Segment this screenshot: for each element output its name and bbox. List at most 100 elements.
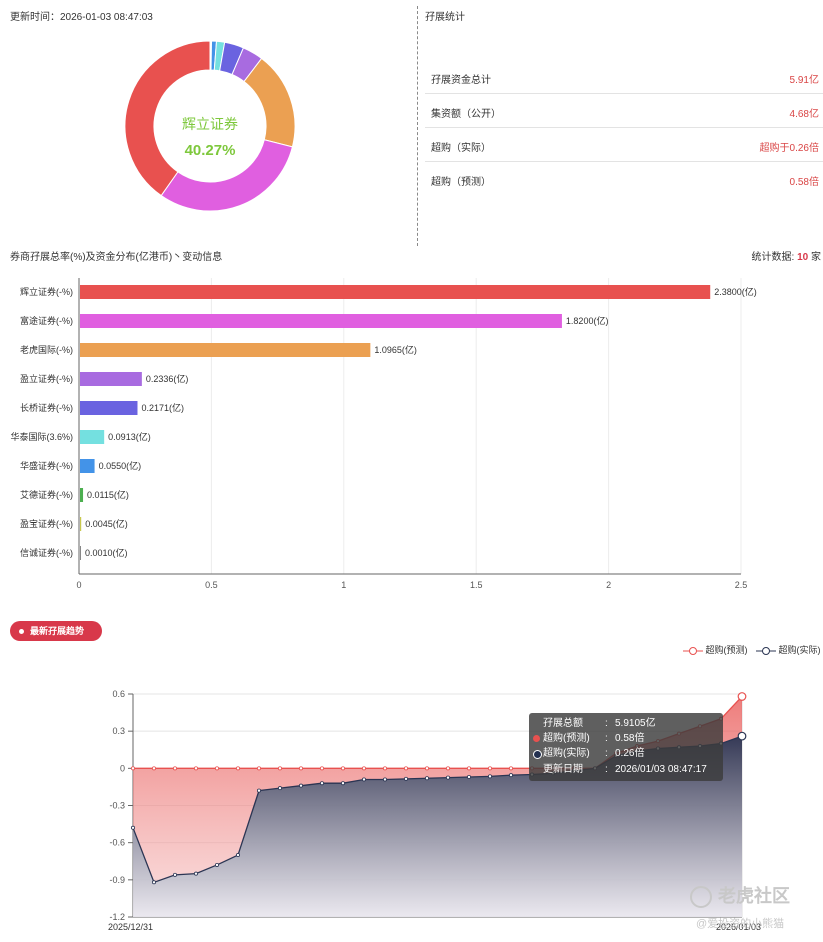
trend-point-actual[interactable] xyxy=(508,773,513,778)
trend-point-actual[interactable] xyxy=(424,776,429,781)
trend-point-actual[interactable] xyxy=(361,777,366,782)
bar-category-label: 艾德证券(-%) xyxy=(20,489,73,500)
trend-x-start: 2025/12/31 xyxy=(108,922,154,932)
trend-point-actual[interactable] xyxy=(340,781,345,786)
bar[interactable] xyxy=(80,314,562,328)
bar-count-unit: 家 xyxy=(811,252,821,263)
bar-value-label: 1.8200(亿) xyxy=(566,315,609,326)
trend-point-predicted[interactable] xyxy=(361,766,366,771)
donut-slice[interactable] xyxy=(124,40,211,197)
bar-x-tick-label: 2 xyxy=(606,580,611,590)
stat-label: 孖展资金总计 xyxy=(431,75,491,86)
trend-y-tick-label: 0.6 xyxy=(112,689,125,699)
trend-point-predicted[interactable] xyxy=(172,766,177,771)
bar[interactable] xyxy=(80,517,82,531)
bar-x-tick-label: 0.5 xyxy=(205,580,218,590)
tooltip-value: 0.58倍 xyxy=(615,733,645,744)
bar-value-label: 0.0913(亿) xyxy=(108,431,151,442)
trend-point-predicted[interactable] xyxy=(424,766,429,771)
trend-point-predicted[interactable] xyxy=(256,766,261,771)
bar[interactable] xyxy=(80,343,371,357)
bar-value-label: 0.0550(亿) xyxy=(99,460,142,471)
stat-value: 5.91亿 xyxy=(789,75,819,86)
stat-label: 超购（预测） xyxy=(431,177,491,188)
trend-point-actual[interactable] xyxy=(403,776,408,781)
stat-value: 超购于0.26倍 xyxy=(759,143,819,154)
bar-value-label: 0.2336(亿) xyxy=(146,373,189,384)
trend-point-predicted[interactable] xyxy=(130,766,135,771)
bar-count-value: 10 xyxy=(797,252,809,263)
trend-x-end: 2026/01/03 xyxy=(716,922,762,932)
bar-section-title: 券商孖展总率(%)及资金分布(亿港币)丶变动信息 xyxy=(10,252,223,263)
broker-bar-chart: 0 0.5 1 1.5 2 2.5 辉立证券(-%) 2.3800(亿) 富途证券(-%) 1.8… xyxy=(10,278,757,590)
trend-point-predicted[interactable] xyxy=(319,766,324,771)
bar[interactable] xyxy=(80,401,138,415)
bar[interactable] xyxy=(80,430,105,444)
bar[interactable] xyxy=(80,285,711,299)
trend-point-actual[interactable] xyxy=(298,783,303,788)
trend-point-actual[interactable] xyxy=(172,872,177,877)
tooltip-value: 2026/01/03 08:47:17 xyxy=(615,764,707,775)
bar[interactable] xyxy=(80,459,95,473)
trend-point-actual[interactable] xyxy=(256,788,261,793)
stat-value: 0.58倍 xyxy=(789,177,819,188)
bar-category-label: 老虎国际(-%) xyxy=(20,344,73,355)
tooltip-key: 超购(实际) xyxy=(543,748,590,759)
legend-actual-icon xyxy=(756,646,776,655)
bar-category-label: 盈立证券(-%) xyxy=(20,373,73,384)
bar-count-label: 统计数据: xyxy=(751,252,795,263)
trend-point-actual[interactable] xyxy=(382,777,387,782)
trend-point-predicted[interactable] xyxy=(151,766,156,771)
trend-y-tick-label: 0.3 xyxy=(112,726,125,736)
bar-value-label: 0.2171(亿) xyxy=(141,402,184,413)
trend-point-actual[interactable] xyxy=(445,775,450,780)
trend-point-actual[interactable] xyxy=(466,775,471,780)
trend-y-tick-label: -0.9 xyxy=(109,875,125,885)
stat-row-total: 孖展资金总计 5.91亿 xyxy=(425,59,823,94)
update-time: 更新时间：2026-01-03 08:47:03 xyxy=(10,8,153,23)
trend-point-predicted[interactable] xyxy=(235,766,240,771)
bar-value-label: 0.0045(亿) xyxy=(85,518,128,529)
trend-point-actual[interactable] xyxy=(319,781,324,786)
bar[interactable] xyxy=(80,546,81,560)
trend-point-predicted[interactable] xyxy=(508,766,513,771)
trend-tooltip: 孖展总额:5.9105亿 超购(预测):0.58倍 超购(实际):0.26倍 更… xyxy=(529,713,723,781)
tooltip-dot-icon xyxy=(533,735,540,742)
tooltip-row-total: 孖展总额:5.9105亿 xyxy=(543,716,656,732)
trend-point-predicted[interactable] xyxy=(214,766,219,771)
bar-value-label: 2.3800(亿) xyxy=(714,286,757,297)
trend-point-actual[interactable] xyxy=(214,862,219,867)
trend-point-actual[interactable] xyxy=(487,774,492,779)
trend-point-actual[interactable] xyxy=(737,731,747,741)
trend-point-predicted[interactable] xyxy=(277,766,282,771)
trend-point-actual[interactable] xyxy=(277,786,282,791)
trend-point-actual[interactable] xyxy=(130,825,135,830)
bar-x-tick-label: 1 xyxy=(341,580,346,590)
trend-point-actual[interactable] xyxy=(235,853,240,858)
trend-point-predicted[interactable] xyxy=(340,766,345,771)
trend-point-predicted[interactable] xyxy=(487,766,492,771)
trend-point-actual[interactable] xyxy=(151,880,156,885)
bar-value-label: 0.0010(亿) xyxy=(85,547,128,558)
legend-predicted[interactable]: 超购(预测) xyxy=(683,643,748,656)
trend-point-predicted[interactable] xyxy=(193,766,198,771)
bar[interactable] xyxy=(80,372,142,386)
trend-point-predicted[interactable] xyxy=(466,766,471,771)
trend-point-predicted[interactable] xyxy=(298,766,303,771)
bar-category-label: 长桥证券(-%) xyxy=(20,402,73,413)
trend-y-tick-label: 0 xyxy=(120,763,125,773)
bar[interactable] xyxy=(80,488,84,502)
stat-label: 超购（实际） xyxy=(431,143,491,154)
trend-point-predicted[interactable] xyxy=(403,766,408,771)
tooltip-value: 5.9105亿 xyxy=(615,718,656,729)
tooltip-value: 0.26倍 xyxy=(615,748,645,759)
legend-actual[interactable]: 超购(实际) xyxy=(756,643,821,656)
trend-point-predicted[interactable] xyxy=(737,692,747,701)
trend-point-predicted[interactable] xyxy=(445,766,450,771)
tooltip-row-predicted: 超购(预测):0.58倍 xyxy=(533,731,645,747)
stat-label: 集资额（公开） xyxy=(431,109,501,120)
trend-point-actual[interactable] xyxy=(193,871,198,876)
trend-point-predicted[interactable] xyxy=(382,766,387,771)
section-divider xyxy=(417,6,418,246)
update-time-label: 更新时间： xyxy=(10,12,60,23)
